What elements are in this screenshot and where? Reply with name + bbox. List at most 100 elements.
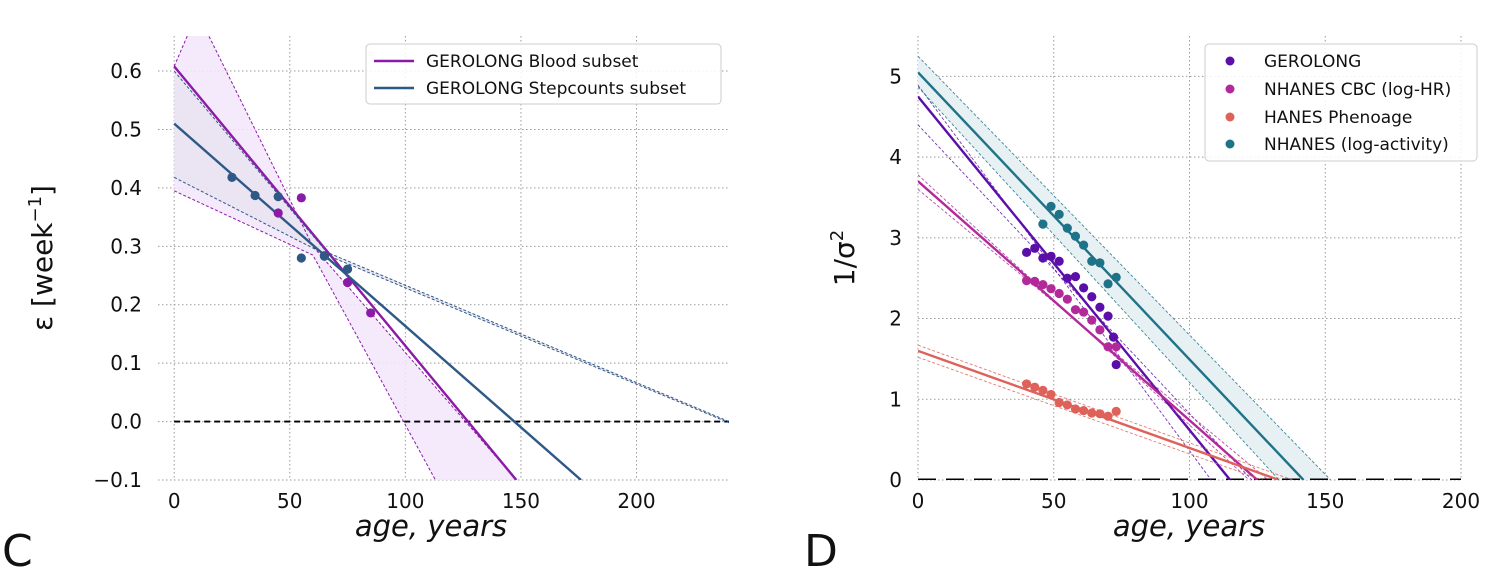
panel-c-point-gerolong-stepcounts-subset-4 bbox=[319, 251, 330, 261]
panel-c-y-tick-1: 0.0 bbox=[110, 410, 142, 434]
panel-c-band-upper-gerolong-stepcounts-subset bbox=[173, 70, 729, 423]
panel-d-point-nhanes-cbc-log-hr-1 bbox=[1030, 276, 1040, 287]
panel-d-legend-marker-nhanes-cbc bbox=[1225, 84, 1235, 94]
panel-d-point-hanes-phenoage-4 bbox=[1054, 397, 1064, 408]
panel-d-x-tick-2: 100 bbox=[1170, 489, 1208, 513]
panel-d-point-hanes-phenoage-11 bbox=[1111, 406, 1121, 416]
panel-d-legend-label-hanes-phenoage: HANES Phenoage bbox=[1264, 108, 1412, 128]
panel-d-legend-marker-gerolong bbox=[1225, 56, 1235, 66]
panel-d-legend-label-nhanes-activity: NHANES (log-activity) bbox=[1264, 135, 1449, 155]
panel-d-confidence-bands bbox=[918, 56, 1331, 480]
panel-d-bound-1-hanes-phenoage bbox=[918, 356, 1263, 480]
panel-d-bound-1-nhanes-log-activity bbox=[918, 86, 1280, 480]
panel-d-point-nhanes-cbc-log-hr-11 bbox=[1111, 342, 1121, 352]
panel-c-x-tick-1: 50 bbox=[277, 489, 302, 513]
panel-d-point-hanes-phenoage-8 bbox=[1087, 408, 1097, 418]
panel-d-x-tick-3: 150 bbox=[1306, 489, 1344, 513]
panel-d-point-nhanes-cbc-log-hr-2 bbox=[1038, 280, 1048, 290]
panel-c-y-tick-0: −0.1 bbox=[93, 468, 142, 492]
panel-c-point-gerolong-stepcounts-subset-0 bbox=[227, 172, 237, 182]
panel-c-y-tick-2: 0.1 bbox=[110, 351, 142, 375]
panel-c-y-tick-3: 0.2 bbox=[110, 293, 142, 317]
panel-d-point-gerolong-4 bbox=[1054, 256, 1064, 266]
panel-d-point-nhanes-log-activity-8 bbox=[1103, 279, 1113, 289]
panel-d-point-nhanes-cbc-log-hr-10 bbox=[1103, 342, 1113, 352]
panel-c-y-ticks: −0.1 0.0 0.1 0.2 0.3 0.4 0.5 0.6 bbox=[93, 59, 142, 492]
panel-d-point-gerolong-7 bbox=[1079, 283, 1089, 293]
panel-d-point-hanes-phenoage-9 bbox=[1095, 409, 1105, 419]
panel-d-point-nhanes-log-activity-6 bbox=[1087, 256, 1097, 266]
panel-c-confidence-bands bbox=[174, 36, 729, 480]
panel-d-fit-lines bbox=[918, 55, 1461, 480]
panel-d-point-nhanes-cbc-log-hr-6 bbox=[1070, 305, 1081, 315]
panel-c-point-gerolong-blood-subset-0 bbox=[273, 208, 283, 218]
panel-d-point-hanes-phenoage-1 bbox=[1030, 382, 1040, 392]
panel-d-point-gerolong-11 bbox=[1108, 332, 1119, 342]
panel-d-point-hanes-phenoage-3 bbox=[1046, 389, 1056, 400]
panel-c-y-label-main: ε [week bbox=[26, 222, 59, 331]
panel-d-legend: GEROLONG NHANES CBC (log-HR) HANES Pheno… bbox=[1204, 43, 1478, 162]
panel-d-point-nhanes-cbc-log-hr-3 bbox=[1046, 284, 1056, 294]
panel-d-y-label-sup: 2 bbox=[827, 230, 848, 241]
panel-c-point-gerolong-stepcounts-subset-3 bbox=[296, 253, 306, 263]
panel-c-label: C bbox=[2, 526, 33, 568]
panel-c-chart: 0 50 100 150 200 −0.1 0.0 0.1 0.2 0.3 0.4 0.5 0.6 a… bbox=[2, 36, 729, 568]
panel-d-y-tick-2: 2 bbox=[889, 307, 902, 331]
panel-d-y-tick-1: 1 bbox=[889, 387, 902, 411]
panel-c-x-tick-3: 150 bbox=[502, 489, 540, 513]
panel-c-point-gerolong-stepcounts-subset-2 bbox=[273, 192, 283, 202]
panel-d-point-gerolong-3 bbox=[1046, 251, 1056, 261]
panel-d-bound-0-gerolong bbox=[918, 84, 1212, 480]
panel-c-y-tick-7: 0.6 bbox=[110, 59, 142, 83]
panel-d-point-nhanes-log-activity-9 bbox=[1111, 272, 1121, 282]
panel-d-point-hanes-phenoage-7 bbox=[1079, 405, 1089, 416]
panel-c-x-tick-2: 100 bbox=[386, 489, 424, 513]
panel-c-point-gerolong-blood-subset-3 bbox=[342, 277, 353, 288]
panel-d-bound-0-nhanes-log-activity bbox=[918, 55, 1332, 480]
panel-d-point-nhanes-log-activity-2 bbox=[1054, 209, 1064, 220]
panel-c-legend-frame bbox=[365, 43, 722, 105]
panel-c-band-gerolong-stepcounts-subset bbox=[174, 71, 729, 423]
panel-d-point-nhanes-cbc-log-hr-9 bbox=[1095, 325, 1105, 335]
panel-d-legend-frame bbox=[1204, 43, 1478, 162]
panel-d-point-nhanes-cbc-log-hr-5 bbox=[1062, 294, 1072, 304]
panel-c-x-axis-label: age, years bbox=[355, 509, 507, 543]
panel-c-point-gerolong-stepcounts-subset-1 bbox=[250, 190, 260, 201]
panel-c-point-gerolong-blood-subset-4 bbox=[366, 308, 376, 318]
panel-d-point-hanes-phenoage-10 bbox=[1103, 411, 1113, 421]
panel-c-band-gerolong-blood-subset bbox=[174, 36, 517, 480]
panel-d-x-tick-1: 50 bbox=[1041, 489, 1066, 513]
panel-d-point-hanes-phenoage-6 bbox=[1070, 404, 1081, 414]
panel-d-point-hanes-phenoage-0 bbox=[1022, 379, 1032, 389]
panel-d-point-gerolong-5 bbox=[1062, 273, 1072, 283]
panel-d-point-gerolong-2 bbox=[1038, 253, 1048, 263]
panel-d-point-gerolong-1 bbox=[1030, 243, 1040, 253]
panel-d-label: D bbox=[804, 526, 838, 568]
panel-d-bound-0-hanes-phenoage bbox=[918, 344, 1293, 480]
panel-d-fit-line-nhanes-cbc-log-hr bbox=[918, 180, 1259, 480]
panel-c-fit-line-gerolong-stepcounts-subset bbox=[173, 122, 582, 480]
panel-d-points bbox=[1022, 201, 1121, 421]
panel-c-y-tick-4: 0.3 bbox=[110, 234, 142, 258]
panel-d-fit-line-nhanes-log-activity bbox=[918, 71, 1305, 480]
panel-d-point-nhanes-log-activity-1 bbox=[1046, 201, 1056, 211]
panel-c-points bbox=[227, 172, 376, 318]
panel-d-point-nhanes-cbc-log-hr-7 bbox=[1079, 307, 1089, 317]
panel-d-point-hanes-phenoage-2 bbox=[1038, 385, 1048, 395]
panel-c-y-tick-6: 0.5 bbox=[110, 117, 142, 141]
panel-d-legend-marker-nhanes-activity bbox=[1225, 139, 1235, 149]
panel-d-point-nhanes-log-activity-4 bbox=[1070, 231, 1081, 241]
panel-c-legend: GEROLONG Blood subset GEROLONG Stepcount… bbox=[365, 43, 722, 105]
panel-d-x-axis-label: age, years bbox=[1113, 509, 1265, 543]
panel-d-y-label-main: 1/σ bbox=[828, 241, 861, 286]
panel-d-legend-marker-hanes-phenoage bbox=[1225, 112, 1235, 122]
panel-c-point-gerolong-stepcounts-subset-5 bbox=[342, 264, 353, 274]
panel-c-x-tick-4: 200 bbox=[617, 489, 655, 513]
panel-d-x-tick-0: 0 bbox=[912, 489, 925, 513]
panel-c-point-gerolong-blood-subset-1 bbox=[296, 193, 306, 203]
panel-d-point-gerolong-9 bbox=[1095, 302, 1105, 312]
panel-c-band-lower-gerolong-blood-subset bbox=[173, 190, 436, 480]
panel-c-y-label-close: ] bbox=[26, 185, 59, 196]
